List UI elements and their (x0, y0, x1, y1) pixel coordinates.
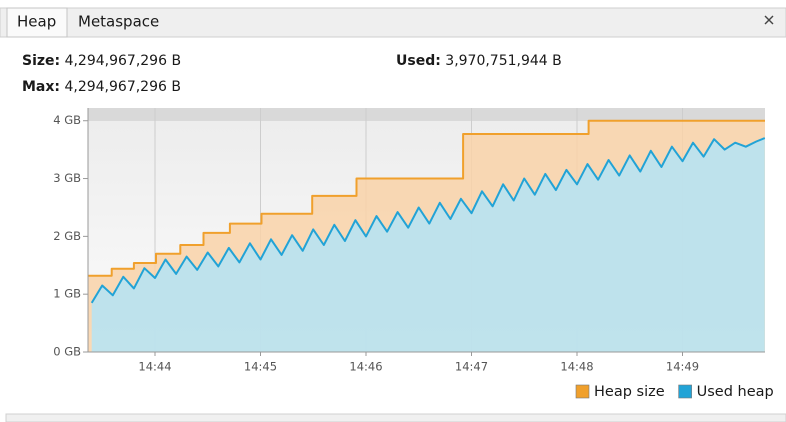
series-line (88, 119, 765, 277)
series-line (90, 137, 766, 304)
close-button[interactable] (764, 15, 774, 25)
x-tick-label: 14:46 (349, 360, 382, 374)
y-tick-label: 3 GB (53, 171, 81, 185)
plot (88, 108, 766, 352)
bottom-bar (5, 413, 786, 422)
info-value: 4,294,967,296 B (65, 53, 181, 69)
info-line: Max: 4,294,967,296 B (22, 79, 181, 95)
info-line: Used: 3,970,751,944 B (396, 53, 562, 69)
y-tick-label: 1 GB (53, 287, 81, 301)
tab-active[interactable] (6, 7, 68, 38)
tab-label[interactable]: Metaspace (78, 13, 159, 31)
info-label: Size: (22, 53, 60, 69)
legend-swatch (678, 384, 692, 399)
info-value: 3,970,751,944 B (445, 53, 561, 69)
area-fill (91, 138, 765, 352)
legend-label: Used heap (697, 384, 774, 400)
tab-bar (0, 7, 786, 38)
max-band (88, 108, 765, 121)
x-tick-label: 14:47 (455, 360, 488, 374)
x-tick-label: 14:49 (666, 360, 699, 374)
info-line: Size: 4,294,967,296 B (22, 53, 181, 69)
y-tick-label: 0 GB (53, 345, 81, 359)
info-label: Max: (22, 79, 60, 95)
x-tick-label: 14:44 (138, 360, 171, 374)
y-tick-label: 4 GB (53, 113, 81, 127)
info-value: 4,294,967,296 B (64, 79, 180, 95)
x-tick-label: 14:45 (244, 360, 277, 374)
legend-label: Heap size (594, 384, 665, 400)
x-tick-label: 14:48 (560, 360, 593, 374)
info-label: Used: (396, 53, 441, 69)
legend-swatch (575, 384, 590, 399)
y-tick-label: 2 GB (53, 229, 81, 243)
tab-label[interactable]: Heap (17, 13, 56, 31)
